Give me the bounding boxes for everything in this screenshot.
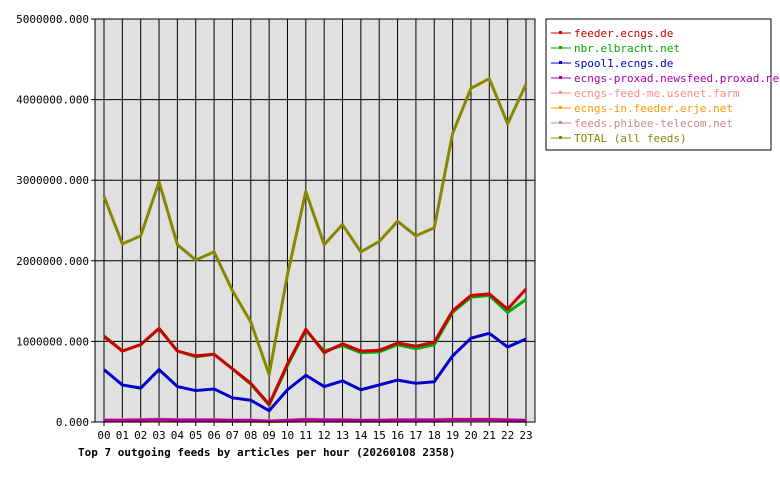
- legend-label: feeds.phibee-telecom.net: [574, 117, 733, 130]
- legend: feeder.ecngs.de nbr.elbracht.net spool1.ec…: [545, 18, 780, 151]
- x-tick-label: 22: [501, 429, 514, 442]
- x-tick-label: 23: [519, 429, 532, 442]
- chart-caption: Top 7 outgoing feeds by articles per hou…: [78, 446, 456, 459]
- legend-marker: [559, 136, 562, 139]
- plot-border: [94, 18, 536, 423]
- x-tick-label: 06: [207, 429, 220, 442]
- legend-label: ecngs-feed-me.usenet.farm: [574, 87, 740, 100]
- legend-label: spool1.ecngs.de: [574, 57, 673, 70]
- x-tick-label: 13: [336, 429, 349, 442]
- y-axis-ticks: 0.000 1000000.000 2000000.000 3000000.000 40…: [16, 13, 95, 429]
- y-tick-label: 0.000: [56, 416, 89, 429]
- x-tick-label: 19: [446, 429, 459, 442]
- x-tick-label: 07: [226, 429, 239, 442]
- legend-marker: [559, 91, 562, 94]
- legend-marker: [559, 76, 562, 79]
- x-tick-label: 15: [373, 429, 386, 442]
- x-tick-label: 08: [244, 429, 257, 442]
- x-tick-label: 21: [483, 429, 496, 442]
- x-tick-label: 16: [391, 429, 404, 442]
- legend-marker: [559, 46, 562, 49]
- y-tick-label: 2000000.000: [16, 255, 89, 268]
- legend-marker: [559, 106, 562, 109]
- x-tick-label: 00: [97, 429, 110, 442]
- y-tick-label: 3000000.000: [16, 174, 89, 187]
- legend-label: ecngs-in.feeder.erje.net: [574, 102, 733, 115]
- series-line-ecngs-proxad-newsfeed-proxad-net: [104, 418, 527, 423]
- y-tick-label: 4000000.000: [16, 94, 89, 107]
- x-tick-label: 10: [281, 429, 294, 442]
- x-tick-label: 12: [318, 429, 331, 442]
- x-axis-ticks: 00 01 02 03 04 05 06 07 08 09 10 11 12 13 14 15 16 17 18 19…: [97, 422, 533, 442]
- x-tick-label: 18: [428, 429, 441, 442]
- legend-label: feeder.ecngs.de: [574, 27, 673, 40]
- x-tick-label: 09: [263, 429, 276, 442]
- x-tick-label: 17: [409, 429, 422, 442]
- series-line-total-all-feeds: [102, 77, 528, 376]
- y-tick-label: 5000000.000: [16, 13, 89, 26]
- legend-label: nbr.elbracht.net: [574, 42, 680, 55]
- x-tick-label: 11: [299, 429, 312, 442]
- x-tick-label: 03: [152, 429, 165, 442]
- x-tick-label: 01: [116, 429, 129, 442]
- series-lines: [102, 77, 528, 424]
- legend-box: [545, 18, 772, 151]
- x-tick-label: 14: [354, 429, 368, 442]
- x-tick-label: 02: [134, 429, 147, 442]
- series-line-spool1-ecngs-de: [103, 331, 527, 413]
- legend-marker: [559, 121, 562, 124]
- legend-marker: [559, 31, 562, 34]
- series-line-feeder-ecngs-de: [103, 288, 528, 406]
- legend-label: TOTAL (all feeds): [574, 132, 687, 145]
- x-tick-label: 04: [171, 429, 185, 442]
- x-tick-label: 20: [464, 429, 477, 442]
- legend-label: ecngs-proxad.newsfeed.proxad.net: [574, 72, 780, 85]
- y-tick-label: 1000000.000: [16, 335, 89, 348]
- legend-marker: [559, 61, 562, 64]
- x-tick-label: 05: [189, 429, 202, 442]
